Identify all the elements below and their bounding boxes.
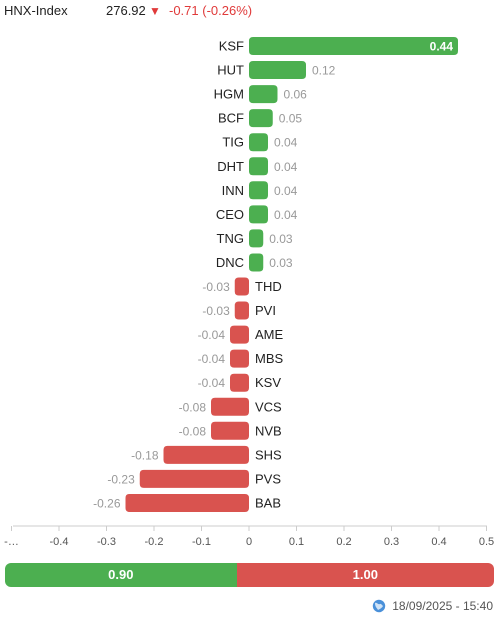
value-label: -0.08: [179, 400, 207, 414]
bar-ksf: [249, 37, 458, 55]
index-name: HNX-Index: [4, 3, 68, 18]
x-tick-label: 0.1: [289, 536, 304, 548]
index-header: HNX-Index 276.92 ▼ -0.71 (-0.26%): [4, 2, 494, 20]
bar-inn: [249, 181, 268, 200]
value-label: -0.04: [198, 352, 226, 366]
category-label: SHS: [255, 447, 282, 462]
value-label: -0.23: [107, 472, 135, 486]
bar-tng: [249, 229, 264, 248]
timestamp: 18/09/2025 - 15:40: [392, 599, 493, 613]
category-label: AME: [255, 327, 284, 342]
bar-ksv: [230, 373, 249, 392]
category-label: DNC: [216, 255, 244, 270]
index-value: 276.92: [106, 3, 146, 18]
value-label: 0.44: [430, 40, 454, 54]
value-label: -0.03: [202, 280, 230, 294]
bar-hut: [249, 61, 306, 80]
value-label: 0.06: [284, 88, 308, 102]
category-label: THD: [255, 279, 282, 294]
value-label: -0.04: [198, 376, 226, 390]
value-label: 0.03: [269, 232, 293, 246]
category-label: MBS: [255, 351, 284, 366]
x-tick-label: 0.4: [431, 536, 446, 548]
category-label: NVB: [255, 423, 282, 438]
category-label: HUT: [217, 63, 244, 78]
value-label: -0.08: [179, 424, 207, 438]
contribution-bar-chart: KSF 0.44 HUT 0.12 HGM 0.06 BCF 0.05 TIG 0.04 DHT 0.…: [4, 37, 494, 548]
category-label: KSF: [219, 39, 244, 54]
value-label: 0.04: [274, 208, 298, 222]
footer: 18/09/2025 - 15:40: [372, 598, 493, 614]
bar-bcf: [249, 109, 273, 128]
x-tick-label: -0.3: [97, 536, 116, 548]
x-tick-label: 0.5: [479, 536, 494, 548]
bar-pvs: [139, 469, 249, 488]
value-label: -0.26: [93, 496, 121, 510]
category-label: PVS: [255, 471, 281, 486]
category-label: DHT: [217, 159, 244, 174]
bar-dht: [249, 157, 268, 176]
bar-bab: [125, 493, 249, 512]
value-label: 0.03: [269, 256, 293, 270]
bar-nvb: [211, 421, 249, 440]
value-label: 0.04: [274, 136, 298, 150]
x-tick-label: -0.1: [192, 536, 211, 548]
category-label: HGM: [214, 87, 244, 102]
value-label: 0.04: [274, 184, 298, 198]
x-tick-label: 0.3: [384, 536, 399, 548]
value-label: 0.05: [279, 112, 303, 126]
bar-vcs: [211, 397, 249, 416]
bar-ceo: [249, 205, 268, 224]
value-label: -0.04: [198, 328, 226, 342]
category-label: TIG: [222, 135, 244, 150]
triangle-down-icon: ▼: [149, 4, 161, 18]
x-tick-label: -…: [4, 536, 19, 548]
bar-pvi: [234, 301, 249, 320]
bar-ame: [230, 325, 249, 344]
category-label: INN: [222, 183, 244, 198]
category-label: VCS: [255, 399, 282, 414]
category-label: BCF: [218, 111, 244, 126]
category-label: PVI: [255, 303, 276, 318]
x-tick-label: -0.4: [50, 536, 69, 548]
bar-dnc: [249, 253, 264, 272]
value-label: 0.04: [274, 160, 298, 174]
x-tick-label: 0.2: [336, 536, 351, 548]
bar-mbs: [230, 349, 249, 368]
bar-hgm: [249, 85, 278, 104]
value-label: -0.03: [202, 304, 230, 318]
bar-shs: [163, 445, 249, 464]
category-label: CEO: [216, 207, 244, 222]
negative-total-segment: 1.00: [236, 563, 494, 587]
category-label: KSV: [255, 375, 281, 390]
positive-total-segment: 0.90: [5, 563, 237, 587]
value-label: -0.18: [131, 448, 159, 462]
index-change: -0.71 (-0.26%): [169, 3, 253, 18]
globe-icon: [373, 599, 386, 613]
x-tick-label: 0: [246, 536, 252, 548]
value-label: 0.12: [312, 64, 336, 78]
category-label: TNG: [217, 231, 244, 246]
category-label: BAB: [255, 495, 281, 510]
bar-tig: [249, 133, 268, 152]
x-tick-label: -0.2: [145, 536, 164, 548]
summary-bar: 0.90 1.00: [5, 563, 494, 587]
bar-thd: [234, 277, 249, 296]
